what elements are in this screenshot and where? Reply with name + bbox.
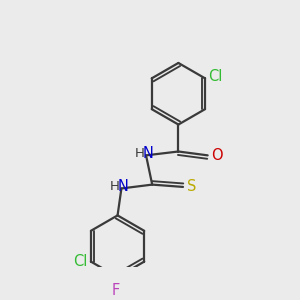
Text: N: N	[142, 146, 153, 161]
Text: S: S	[187, 179, 196, 194]
Text: H: H	[135, 147, 145, 160]
Text: Cl: Cl	[73, 254, 87, 269]
Text: O: O	[212, 148, 223, 163]
Text: Cl: Cl	[208, 69, 223, 84]
Text: N: N	[118, 179, 128, 194]
Text: F: F	[112, 283, 120, 298]
Text: H: H	[110, 180, 120, 194]
